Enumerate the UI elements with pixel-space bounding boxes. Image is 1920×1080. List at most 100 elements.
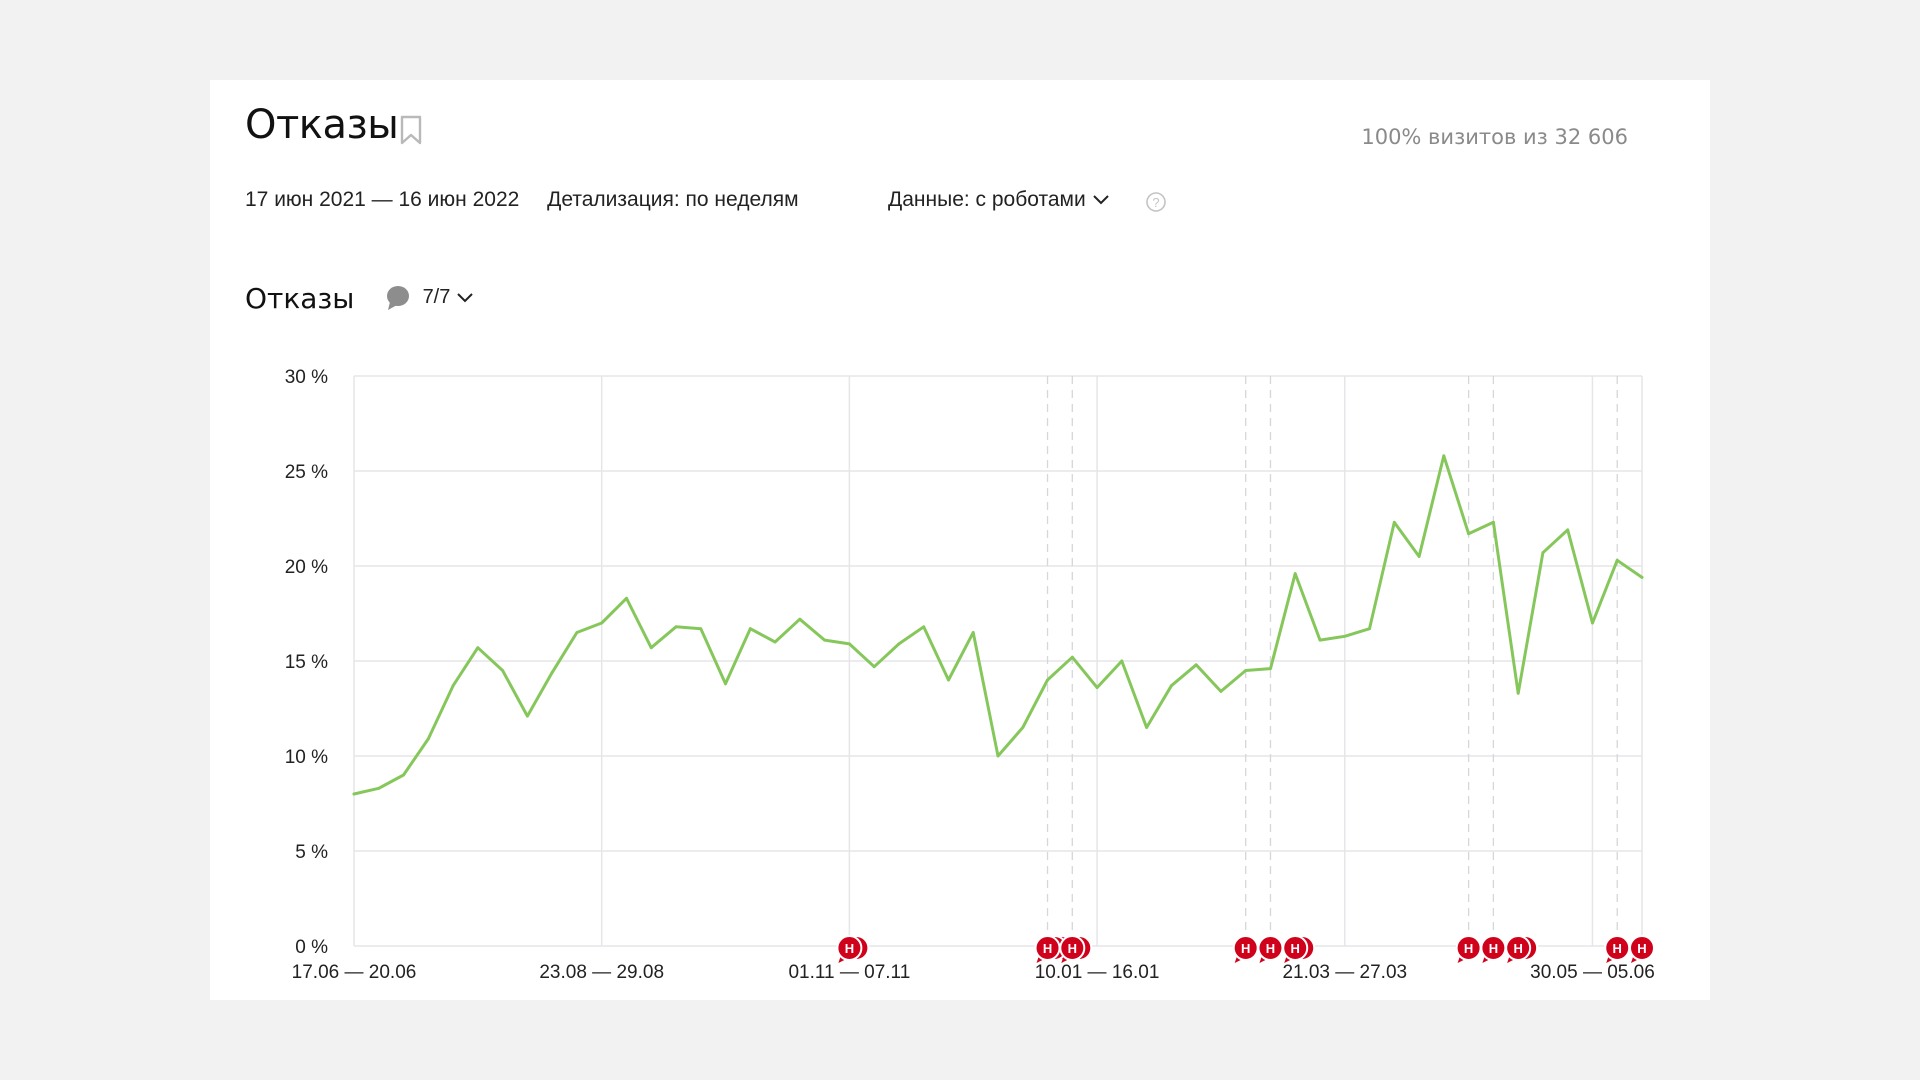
data-point — [1318, 638, 1322, 642]
notes-toggle[interactable]: 7/7 — [385, 284, 474, 312]
note-marker-label: Н — [1489, 941, 1498, 956]
data-point — [1541, 551, 1545, 555]
data-point — [501, 669, 505, 672]
data-point — [1491, 520, 1495, 524]
data-point — [649, 646, 653, 650]
data-point — [971, 631, 975, 634]
date-range[interactable]: 17 июн 2021 — 16 июн 2022 — [245, 188, 520, 211]
data-point — [352, 792, 356, 796]
note-marker[interactable]: Н — [1455, 935, 1482, 963]
data-point — [1343, 634, 1347, 638]
data-point — [1368, 627, 1371, 631]
data-point — [1244, 669, 1248, 672]
data-point — [1194, 663, 1198, 667]
data-point — [1392, 520, 1396, 524]
note-marker[interactable]: Н — [1232, 935, 1259, 963]
note-marker-label: Н — [1637, 941, 1646, 956]
note-marker[interactable]: Н — [1257, 935, 1284, 963]
notes-count: 7/7 — [422, 286, 451, 309]
y-tick-label: 5 % — [295, 842, 328, 863]
bookmark-icon[interactable] — [398, 114, 424, 146]
data-point — [575, 631, 579, 634]
data-point — [426, 737, 430, 741]
data-point — [451, 684, 455, 688]
page-title: Отказы — [245, 102, 399, 148]
data-point — [773, 640, 777, 644]
chevron-down-icon — [1093, 195, 1109, 205]
note-marker[interactable]: Н — [1505, 935, 1539, 963]
x-tick-label: 23.08 — 29.08 — [539, 962, 664, 983]
series-line — [352, 454, 1644, 796]
note-marker-icon — [836, 935, 863, 961]
data-mode-label: Данные: с роботами — [888, 188, 1086, 211]
data-point — [798, 617, 802, 621]
data-point — [550, 671, 554, 674]
note-marker[interactable]: Н — [1059, 935, 1093, 963]
data-point — [1120, 659, 1124, 663]
data-point — [377, 786, 381, 790]
data-point — [1095, 686, 1099, 689]
note-bubble-icon — [387, 286, 409, 310]
data-point — [1169, 684, 1173, 688]
data-point — [1219, 690, 1223, 693]
data-point — [1591, 621, 1594, 625]
data-point — [996, 754, 1000, 758]
note-marker-label: Н — [1266, 941, 1275, 956]
report-meta: 17 июн 2021 — 16 июн 2022 Детализация: п… — [245, 188, 799, 212]
data-point — [1467, 532, 1471, 536]
x-tick-label: 01.11 — 07.11 — [788, 962, 910, 983]
note-marker[interactable]: Н — [1604, 935, 1631, 963]
data-point — [748, 627, 752, 631]
note-marker-label: Н — [845, 941, 854, 956]
data-point — [1269, 667, 1272, 670]
chart-title: Отказы — [245, 282, 355, 315]
note-marker-icon — [1505, 935, 1532, 961]
data-point — [476, 646, 480, 650]
data-point — [823, 638, 827, 642]
data-point — [897, 642, 901, 646]
data-point — [1293, 572, 1297, 575]
data-point — [1640, 576, 1644, 579]
detail-selector[interactable]: Детализация: по неделям — [547, 188, 799, 211]
y-tick-label: 30 % — [285, 367, 328, 388]
data-point — [1615, 558, 1619, 562]
data-point — [1566, 528, 1570, 532]
visits-info: 100% визитов из 32 606 — [1361, 125, 1628, 149]
note-marker-label: Н — [1241, 941, 1250, 956]
data-point — [525, 714, 529, 718]
data-point — [699, 627, 703, 631]
x-tick-label: 10.01 — 16.01 — [1035, 962, 1160, 983]
data-point — [625, 596, 628, 600]
y-tick-label: 15 % — [285, 652, 328, 673]
note-marker-label: Н — [1613, 941, 1622, 956]
y-tick-label: 20 % — [285, 557, 328, 578]
x-tick-label: 30.05 — 05.06 — [1530, 962, 1655, 983]
help-icon[interactable]: ? — [1145, 191, 1167, 213]
data-point — [674, 625, 678, 629]
note-marker-icon — [1059, 935, 1086, 961]
note-marker[interactable]: Н — [836, 935, 870, 963]
note-marker-label: Н — [1068, 941, 1077, 956]
y-tick-label: 25 % — [285, 462, 328, 483]
note-marker[interactable]: Н — [1629, 935, 1655, 963]
x-tick-label: 21.03 — 27.03 — [1282, 962, 1407, 983]
svg-text:?: ? — [1152, 195, 1159, 210]
data-point — [1516, 691, 1520, 695]
data-mode-dropdown[interactable]: Данные: с роботами — [888, 188, 1110, 212]
note-marker-label: Н — [1513, 941, 1522, 956]
data-point — [872, 665, 876, 669]
data-point — [947, 678, 950, 682]
data-point — [1046, 678, 1049, 682]
data-point — [922, 625, 926, 629]
note-marker-label: Н — [1291, 941, 1300, 956]
data-point — [847, 642, 851, 646]
note-marker[interactable]: Н — [1480, 935, 1507, 963]
data-point — [402, 773, 405, 777]
data-point — [1070, 655, 1074, 659]
data-point — [600, 621, 604, 625]
x-tick-label: 17.06 — 20.06 — [292, 962, 417, 983]
y-tick-label: 0 % — [295, 937, 328, 958]
bounce-rate-chart: 30 % 25 % 20 % 15 % 10 % 5 % 0 % 17.06 — 20.06… — [285, 367, 1655, 983]
data-point — [1021, 726, 1025, 729]
note-marker[interactable]: Н — [1282, 935, 1316, 963]
